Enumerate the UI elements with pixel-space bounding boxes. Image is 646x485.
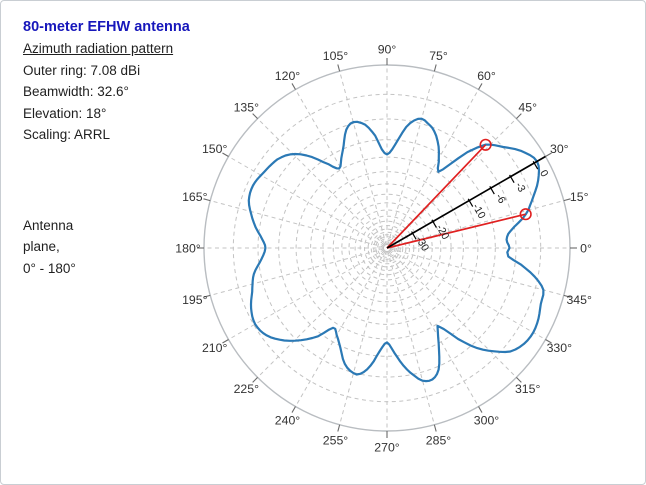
beamwidth-line	[386, 144, 487, 249]
degree-tick	[516, 377, 522, 383]
info-line-elevation: Elevation: 18°	[23, 105, 107, 121]
grid-ring	[364, 225, 410, 271]
degree-tick	[222, 339, 229, 344]
beamwidth-markers	[386, 138, 532, 249]
grid-ring	[348, 209, 426, 287]
grid-radial	[389, 249, 546, 340]
degree-label: 45°	[518, 101, 537, 115]
grid-radial	[388, 249, 517, 378]
gain-scale-tick	[509, 174, 515, 183]
grid-ring	[310, 171, 464, 325]
degree-tick	[337, 64, 341, 72]
degree-label: 135°	[234, 101, 260, 115]
grid-radial	[228, 156, 385, 247]
degree-label: 300°	[474, 414, 500, 428]
degree-label: 225°	[234, 382, 260, 396]
gain-scale-tick	[411, 231, 417, 240]
grid-radial	[295, 250, 386, 407]
degree-label: 330°	[547, 341, 573, 355]
gain-scale-ticks	[411, 161, 539, 240]
gain-scale-label: -6	[493, 192, 508, 206]
grid-ring	[332, 193, 442, 303]
degree-tick	[563, 294, 571, 298]
degree-tick	[222, 152, 229, 157]
chart-title: 80-meter EFHW antenna	[23, 19, 190, 35]
grid-radial	[257, 249, 386, 378]
degree-tick	[337, 424, 341, 432]
grid-ring	[377, 238, 397, 258]
grid-radial	[339, 250, 387, 425]
degree-label: 315°	[515, 382, 541, 396]
degree-tick	[203, 198, 211, 202]
info-line-beamwidth: Beamwidth: 32.6°	[23, 84, 129, 100]
beamwidth-marker-circle	[519, 208, 532, 221]
degree-label: 150°	[202, 142, 228, 156]
grid-ring	[354, 215, 420, 281]
degree-tick	[252, 377, 258, 383]
beamwidth-line	[386, 213, 526, 249]
degree-tick	[478, 83, 483, 90]
info-line-outer-ring: Outer ring: 7.08 dBi	[23, 62, 141, 78]
degree-label: 105°	[323, 49, 349, 63]
gain-scale-line	[386, 155, 546, 249]
degree-tick	[563, 198, 571, 202]
degree-label: 75°	[429, 49, 448, 63]
grid-ring	[257, 118, 517, 378]
grid-radial	[210, 200, 385, 248]
degree-label: 90°	[378, 42, 397, 56]
degree-label: 210°	[202, 341, 228, 355]
degree-label: 60°	[477, 69, 496, 83]
degree-label: 15°	[570, 190, 589, 204]
degree-tick	[516, 113, 522, 119]
beamwidth-marker-circle	[479, 138, 492, 151]
degree-label: 120°	[275, 69, 301, 83]
degree-tick	[252, 113, 258, 119]
radiation-pattern-curve	[247, 117, 545, 383]
gain-scale-tick	[431, 219, 437, 228]
gain-scale-tick	[467, 198, 474, 207]
degree-label: 255°	[323, 434, 349, 448]
degree-tick	[433, 424, 437, 432]
degree-label: 165°	[182, 190, 208, 204]
degree-label: 30°	[550, 142, 569, 156]
gain-scale-label: -10	[470, 202, 488, 221]
degree-tick	[433, 64, 437, 72]
gain-scale-label: -3	[513, 180, 528, 194]
chart-subtitle: Azimuth radiation pattern	[23, 41, 174, 57]
info-line-scaling: Scaling: ARRL	[23, 127, 111, 143]
degree-label: 285°	[426, 434, 452, 448]
antenna-plane-note: Antenna plane, 0° - 180°	[23, 218, 76, 276]
grid-ring	[370, 231, 404, 265]
degree-label: 270°	[374, 440, 400, 454]
grid-ring	[378, 239, 396, 257]
grid-ring	[295, 156, 479, 340]
grid-radial	[257, 118, 386, 247]
degree-tick	[545, 152, 552, 157]
degree-label: 240°	[275, 414, 301, 428]
degree-tick	[291, 406, 296, 413]
gain-scale-label: -20	[434, 223, 452, 242]
grid-radial	[388, 250, 479, 407]
gain-scale-label: 0	[537, 168, 550, 179]
degree-ticks	[197, 58, 577, 438]
grid-radial	[387, 250, 435, 425]
degree-label: 195°	[182, 293, 208, 307]
degree-tick	[545, 339, 552, 344]
degree-tick	[478, 406, 483, 413]
degree-tick	[203, 294, 211, 298]
gain-scale-tick	[489, 186, 495, 195]
grid-ring	[341, 202, 433, 294]
gain-scale-tick	[532, 161, 539, 170]
info-panel: 80-meter EFHW antenna Azimuth radiation …	[23, 17, 190, 145]
degree-labels: 0° 15° 30° 45° 60° 75° 90° 105° 120° 135° 150° 165°…	[175, 42, 592, 454]
grid-radial	[388, 89, 479, 246]
degree-label: 345°	[566, 293, 592, 307]
degree-label: 180°	[175, 241, 201, 255]
degree-label: 0°	[580, 241, 592, 255]
degree-tick	[291, 83, 296, 90]
